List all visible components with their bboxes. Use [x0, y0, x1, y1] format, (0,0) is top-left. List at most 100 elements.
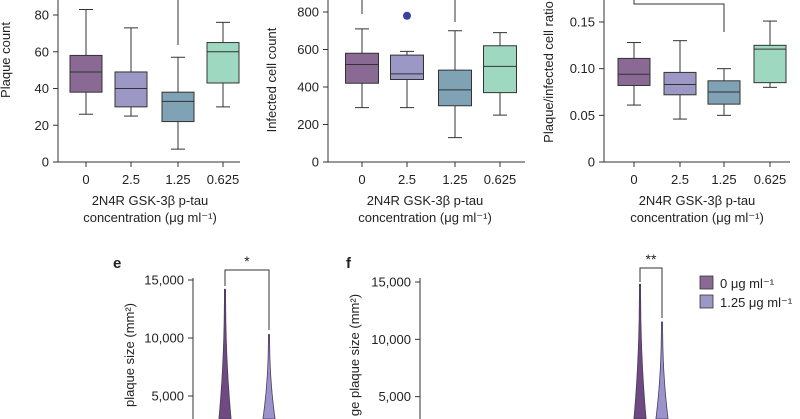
x-axis-label-line2: concentration (μg ml⁻¹) — [83, 210, 217, 225]
box-1.25 — [438, 30, 472, 139]
box-0 — [617, 42, 651, 106]
box-iqr — [617, 57, 651, 86]
box-iqr — [390, 54, 424, 80]
significance-bracket — [224, 269, 270, 330]
y-tick-label: 20 — [35, 118, 49, 133]
y-tick-label: 10,000 — [371, 332, 411, 347]
violin-series — [633, 283, 669, 419]
legend-label: 0 μg ml⁻¹ — [720, 276, 775, 291]
y-axis-ticks: 0 20 40 60 80 — [35, 8, 58, 170]
x-tick-label: 0 — [82, 172, 89, 187]
box-series — [617, 20, 787, 120]
box-iqr — [114, 71, 148, 108]
y-axis-ticks: 5,000 10,000 15,000 — [371, 275, 420, 404]
x-axis-label-line1: 2N4R GSK-3β p-tau — [92, 193, 209, 208]
box-0.625 — [483, 32, 517, 116]
legend-item: 1.25 μg ml⁻¹ — [699, 294, 793, 310]
x-tick-label: 0 — [358, 172, 365, 187]
y-tick-label: 15,000 — [371, 275, 411, 290]
y-tick-label: 200 — [297, 117, 319, 132]
y-tick-label: 5,000 — [151, 389, 184, 404]
legend: 0 μg ml⁻¹ 1.25 μg ml⁻¹ — [699, 275, 793, 310]
y-tick-label: 0.10 — [570, 61, 595, 76]
x-axis-label-line1: 2N4R GSK-3β p-tau — [367, 193, 484, 208]
y-tick-label: 60 — [35, 44, 49, 59]
x-tick-label: 1.25 — [711, 172, 736, 187]
x-tick-labels: 0 2.5 1.25 0.625 — [630, 162, 786, 187]
violin-1.25 μg ml⁻¹ — [262, 334, 276, 419]
significance-bracket — [633, 0, 725, 32]
y-tick-label: 800 — [297, 5, 319, 20]
box-0 — [69, 8, 103, 115]
panel-e-plaque-size: e 5,000 10,000 15,000 plaque size (mm²) * — [113, 253, 276, 419]
box-2.5 — [390, 50, 424, 109]
panel-f-average-plaque-size: f 5,000 10,000 15,000 ge plaque size (mm²)… — [346, 251, 793, 419]
panel-infected-cell-count: 0 200 400 600 800 0 2.5 1.25 0.625 Infected cel… — [264, 0, 525, 225]
box-iqr — [483, 45, 517, 94]
box-iqr — [753, 44, 787, 84]
significance-marker: * — [244, 253, 250, 269]
x-axis-label-line2: concentration (μg ml⁻¹) — [358, 210, 492, 225]
box-0 — [345, 28, 379, 109]
y-tick-label: 15,000 — [144, 273, 184, 288]
x-tick-label: 0.625 — [484, 172, 517, 187]
x-tick-label: 0 — [630, 172, 637, 187]
box-iqr — [206, 42, 240, 84]
y-tick-label: 10,000 — [144, 331, 184, 346]
legend-swatch — [699, 294, 714, 309]
outlier-point — [403, 11, 411, 20]
y-tick-label: 400 — [297, 80, 319, 95]
y-axis-ticks: 5,000 10,000 15,000 — [144, 273, 193, 404]
box-iqr — [161, 91, 195, 123]
box-1.25 — [161, 56, 195, 150]
x-tick-label: 2.5 — [122, 172, 140, 187]
x-tick-label: 2.5 — [671, 172, 689, 187]
significance-bracket — [639, 267, 663, 318]
box-series — [69, 8, 240, 150]
x-tick-label: 1.25 — [442, 172, 467, 187]
legend-item: 0 μg ml⁻¹ — [699, 275, 775, 291]
y-tick-label: 0 — [588, 155, 595, 170]
panel-plaque-count: 0 20 40 60 80 0 2.5 1.25 0.625 Plaque count 2N4… — [0, 0, 240, 225]
violin-0 μg ml⁻¹ — [218, 288, 232, 419]
x-tick-labels: 0 2.5 1.25 0.625 — [358, 162, 516, 187]
x-axis-label-line1: 2N4R GSK-3β p-tau — [639, 193, 756, 208]
y-axis-ticks: 0 200 400 600 800 — [297, 5, 328, 170]
box-2.5 — [663, 40, 697, 120]
y-tick-label: 0.15 — [570, 15, 595, 30]
y-tick-label: 5,000 — [378, 389, 411, 404]
y-tick-label: 0 — [312, 155, 319, 170]
box-2.5 — [114, 27, 148, 117]
legend-label: 1.25 μg ml⁻¹ — [720, 295, 793, 310]
violin-series — [218, 288, 276, 419]
x-tick-label: 0.625 — [207, 172, 240, 187]
x-tick-label: 2.5 — [398, 172, 416, 187]
box-series — [345, 11, 517, 139]
y-axis-label: ge plaque size (mm²) — [347, 294, 362, 416]
y-axis-ticks: 0 0.05 0.10 0.15 — [570, 15, 604, 170]
y-axis-label: Plaque count — [0, 22, 13, 98]
box-0.625 — [753, 20, 787, 88]
x-tick-labels: 0 2.5 1.25 0.625 — [82, 162, 239, 187]
x-tick-label: 0.625 — [754, 172, 787, 187]
significance-marker: ** — [646, 251, 657, 267]
box-iqr — [69, 54, 103, 93]
y-axis-label: Infected cell count — [264, 27, 279, 132]
violin-1.25 μg ml⁻¹ — [655, 321, 669, 419]
legend-swatch — [699, 275, 714, 290]
y-tick-label: 600 — [297, 42, 319, 57]
y-axis-label: Plaque/infected cell ratio — [541, 1, 556, 143]
y-tick-label: 0 — [42, 155, 49, 170]
y-axis-label: plaque size (mm²) — [122, 303, 137, 407]
panel-plaque-infected-ratio: 0 0.05 0.10 0.15 0 2.5 1.25 0.625 Plaque/infec… — [541, 0, 790, 225]
box-iqr — [663, 71, 697, 96]
y-tick-label: 40 — [35, 81, 49, 96]
x-tick-label: 1.25 — [165, 172, 190, 187]
y-tick-label: 0.05 — [570, 108, 595, 123]
violin-0 μg ml⁻¹ — [633, 283, 647, 419]
panel-label: e — [113, 255, 121, 272]
box-0.625 — [206, 21, 240, 108]
y-tick-label: 80 — [35, 8, 49, 23]
box-iqr — [438, 69, 472, 107]
